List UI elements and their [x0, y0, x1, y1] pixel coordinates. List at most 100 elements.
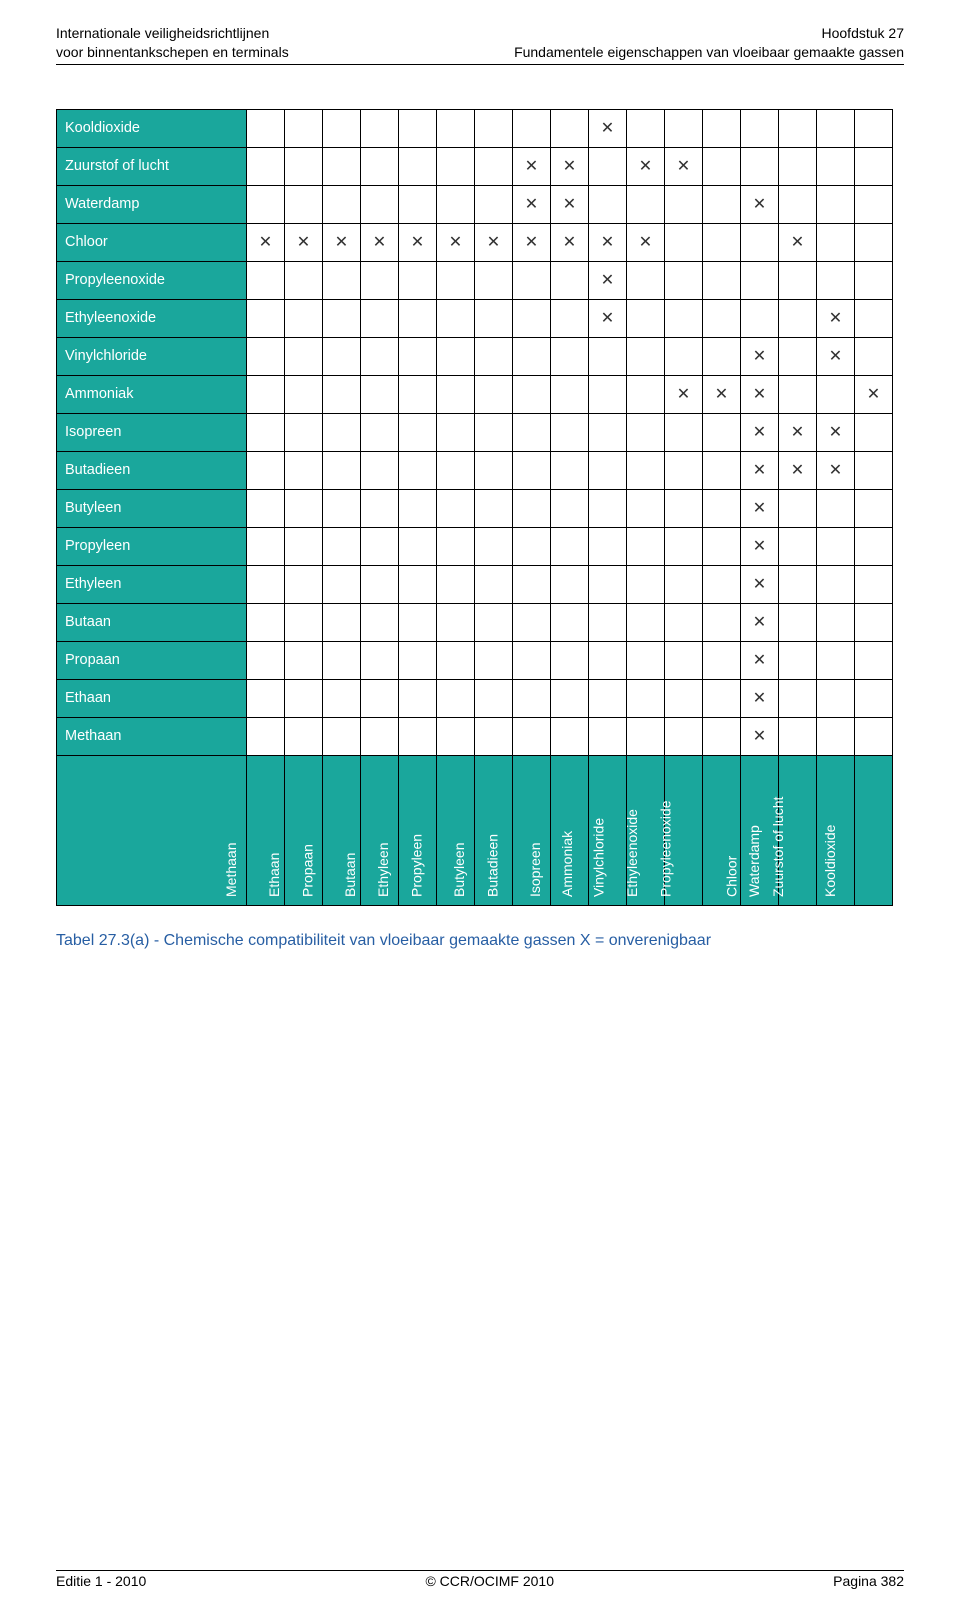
- row-header: Propaan: [57, 641, 247, 679]
- cell: [779, 299, 817, 337]
- cell: [323, 527, 361, 565]
- table-row: Isopreen✕✕✕: [57, 413, 893, 451]
- cell: ✕: [741, 527, 779, 565]
- cell: [285, 147, 323, 185]
- cell: ✕: [551, 185, 589, 223]
- table-row: Ethyleenoxide✕✕: [57, 299, 893, 337]
- cell: [323, 109, 361, 147]
- cell: [437, 527, 475, 565]
- cell: [285, 679, 323, 717]
- cell: ✕: [513, 223, 551, 261]
- cell: [437, 679, 475, 717]
- table-row: Methaan✕: [57, 717, 893, 755]
- table-row: Butyleen ✕: [57, 489, 893, 527]
- cell: [323, 565, 361, 603]
- cell: [855, 641, 893, 679]
- cell: ✕: [247, 223, 285, 261]
- cell: [513, 603, 551, 641]
- cell: [323, 299, 361, 337]
- footer-right: Pagina 382: [833, 1573, 904, 1589]
- cell: [741, 223, 779, 261]
- cell: [285, 299, 323, 337]
- cell: [665, 641, 703, 679]
- cell: [589, 375, 627, 413]
- cell: [703, 147, 741, 185]
- cell: [399, 603, 437, 641]
- cell: [475, 375, 513, 413]
- cell: [551, 337, 589, 375]
- table-row: Zuurstof of lucht✕✕✕✕: [57, 147, 893, 185]
- cell: [589, 185, 627, 223]
- cell: [855, 337, 893, 375]
- cell: ✕: [741, 717, 779, 755]
- cell: [285, 109, 323, 147]
- cell: ✕: [513, 185, 551, 223]
- cell: [665, 527, 703, 565]
- cell: [779, 603, 817, 641]
- page: Internationale veiligheidsrichtlijnen vo…: [0, 0, 960, 1617]
- cell: [399, 527, 437, 565]
- cell: [475, 565, 513, 603]
- cell: [361, 489, 399, 527]
- cell: [475, 603, 513, 641]
- cell: [779, 527, 817, 565]
- cell: [399, 641, 437, 679]
- cell: [513, 109, 551, 147]
- cell: [285, 185, 323, 223]
- cell: [361, 641, 399, 679]
- cell: [399, 375, 437, 413]
- cell: [361, 109, 399, 147]
- cell: [551, 109, 589, 147]
- cell: [361, 375, 399, 413]
- cell: [627, 109, 665, 147]
- cell: [779, 109, 817, 147]
- cell: [437, 375, 475, 413]
- cell: [817, 679, 855, 717]
- row-header: Waterdamp: [57, 185, 247, 223]
- cell: [627, 565, 665, 603]
- cell: [817, 261, 855, 299]
- cell: [361, 147, 399, 185]
- cell: [399, 109, 437, 147]
- header-left-line2: voor binnentankschepen en terminals: [56, 43, 289, 62]
- cell: [399, 261, 437, 299]
- cell: [285, 565, 323, 603]
- row-header: Butyleen: [57, 489, 247, 527]
- cell: [437, 299, 475, 337]
- cell: [855, 299, 893, 337]
- cell: ✕: [817, 299, 855, 337]
- cell: [665, 337, 703, 375]
- cell: [589, 489, 627, 527]
- cell: [247, 641, 285, 679]
- cell: [627, 679, 665, 717]
- cell: [817, 527, 855, 565]
- table-row: Propyleen✕: [57, 527, 893, 565]
- cell: ✕: [817, 413, 855, 451]
- cell: [741, 261, 779, 299]
- cell: ✕: [665, 147, 703, 185]
- cell: [361, 413, 399, 451]
- cell: [323, 451, 361, 489]
- cell: [513, 565, 551, 603]
- table-row: Ammoniak✕✕✕✕: [57, 375, 893, 413]
- cell: [817, 223, 855, 261]
- header-left-line1: Internationale veiligheidsrichtlijnen: [56, 24, 289, 43]
- cell: [513, 337, 551, 375]
- cell: ✕: [627, 147, 665, 185]
- cell: ✕: [285, 223, 323, 261]
- cell: [551, 717, 589, 755]
- cell: [247, 603, 285, 641]
- cell: [855, 489, 893, 527]
- cell: [779, 261, 817, 299]
- cell: ✕: [741, 337, 779, 375]
- cell: ✕: [741, 489, 779, 527]
- cell: [589, 603, 627, 641]
- cell: ✕: [779, 413, 817, 451]
- cell: [589, 451, 627, 489]
- cell: [247, 565, 285, 603]
- table-row: Chloor✕✕✕✕✕✕✕✕✕✕✕✕: [57, 223, 893, 261]
- cell: [475, 641, 513, 679]
- column-header-label: Ethaan: [265, 852, 281, 896]
- cell: ✕: [551, 147, 589, 185]
- cell: [475, 413, 513, 451]
